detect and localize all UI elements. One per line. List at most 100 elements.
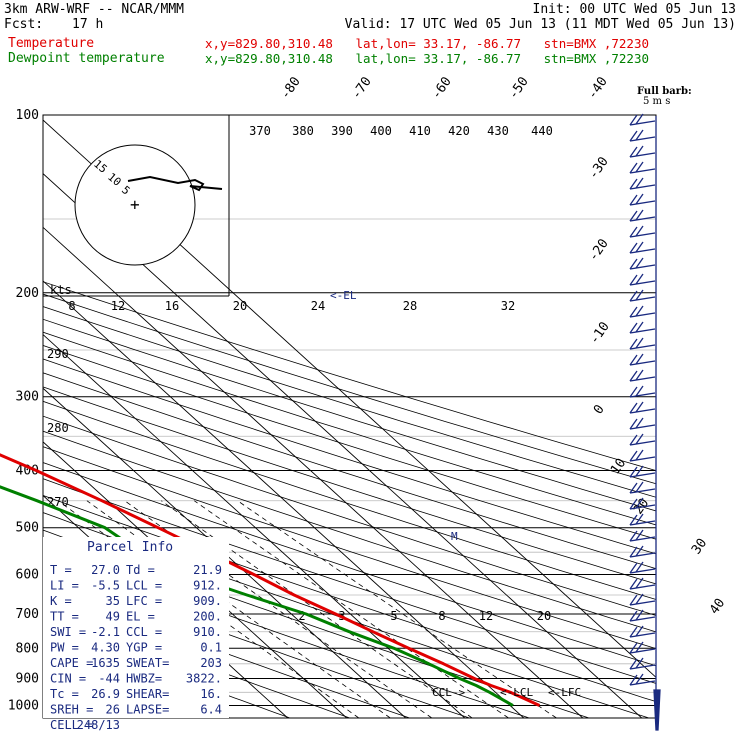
wind-barb [629, 465, 656, 478]
hodograph-center: + [130, 195, 140, 214]
isotherm-line [43, 441, 348, 718]
mixing-ratio-line [193, 500, 509, 718]
dry-adiabat [43, 306, 656, 498]
parcel-label: CAPE = [50, 656, 93, 670]
wind-barb [629, 529, 656, 542]
parcel-label: CCL = [126, 625, 162, 639]
theta-label: 370 [249, 124, 271, 138]
lcl-marker: <-LCL [500, 686, 533, 699]
wind-barb [629, 673, 656, 686]
marker-m: M [451, 530, 458, 543]
wind-scale-unit: 5 m s [643, 96, 670, 107]
dry-adiabat [43, 446, 656, 650]
speed-label: 8 [68, 299, 75, 313]
parcel-value: 909. [193, 594, 222, 608]
lfc-marker: <-LFC [548, 686, 581, 699]
isotherm-line [43, 226, 584, 718]
wind-barb [629, 449, 656, 462]
speed-label: 28 [403, 299, 417, 313]
isotherm-label: 30 [689, 536, 710, 557]
speed-label: 32 [501, 299, 515, 313]
parcel-label: LCL = [126, 579, 162, 593]
pressure-label: 600 [16, 567, 39, 582]
theta-label: 440 [531, 124, 553, 138]
series-line [0, 453, 541, 707]
dry-adiabat [43, 345, 656, 540]
surface-wind [653, 689, 661, 731]
fcst-label: Fcst: [4, 17, 44, 32]
parcel-info-panel [43, 537, 229, 718]
isotherm-label: 40 [707, 596, 728, 617]
wind-scale-label: Full barb: [637, 86, 692, 97]
pressure-label: 800 [16, 641, 39, 656]
parcel-value: 26.9 [91, 687, 120, 701]
parcel-value: 3822. [186, 672, 222, 686]
dry-adiabat [43, 293, 656, 485]
el-marker: <-EL [330, 289, 357, 302]
speed-label: 12 [111, 299, 125, 313]
parcel-value: 910. [193, 625, 222, 639]
dry-adiabat [43, 415, 656, 616]
mixing-ratio-label: 20 [537, 609, 551, 623]
mixing-ratio-line [161, 500, 473, 718]
pressure-label: 900 [16, 671, 39, 686]
wind-barb [629, 401, 656, 414]
parcel-label: SHEAR= [126, 687, 169, 701]
wind-barb [629, 545, 656, 558]
hodograph-trace [127, 175, 223, 192]
isotherm-label: -30 [586, 154, 612, 182]
valid-time: Valid: 17 UTC Wed 05 Jun 13 (11 MDT Wed … [344, 17, 736, 32]
wind-barb [629, 513, 656, 526]
wind-barb [629, 241, 656, 254]
wind-barb [629, 641, 656, 654]
parcel-label: SREH = [50, 703, 93, 717]
parcel-value: 248/13 [77, 718, 120, 732]
wind-barb [629, 161, 656, 174]
parcel-value: 21.9 [193, 563, 222, 577]
parcel-label: K = [50, 594, 72, 608]
theta-label: 290 [47, 347, 69, 361]
pressure-label: 300 [16, 390, 39, 405]
mixing-ratio-label: 12 [479, 609, 493, 623]
parcel-label: Td = [126, 563, 155, 577]
parcel-label: PW = [50, 641, 79, 655]
mixing-ratio-line [86, 500, 391, 718]
parcel-value: 6.4 [200, 703, 222, 717]
wind-barb [629, 273, 656, 286]
theta-label: 280 [47, 421, 69, 435]
wind-barb [629, 289, 656, 302]
legend-temperature: Temperature [8, 36, 95, 51]
speed-label: 24 [311, 299, 325, 313]
dry-adiabat [43, 605, 350, 718]
parcel-value: 912. [193, 579, 222, 593]
ccl-marker: CCL-> [432, 686, 465, 699]
dry-adiabat [43, 281, 656, 472]
parcel-label: YGP = [126, 641, 162, 655]
isotherm-label: 10 [608, 456, 629, 477]
wind-barb [629, 625, 656, 638]
speed-label: 16 [165, 299, 179, 313]
parcel-value: 4.30 [91, 641, 120, 655]
wind-barb [629, 577, 656, 590]
pressure-label: 100 [16, 108, 39, 123]
isotherm-line [43, 387, 407, 718]
isotherm-label: -60 [429, 74, 455, 102]
parcel-value: 1635 [91, 656, 120, 670]
legend-dewpoint: Dewpoint temperature [8, 51, 165, 66]
wind-barb [629, 561, 656, 574]
parcel-value: 49 [106, 610, 120, 624]
dry-adiabat [43, 462, 656, 667]
parcel-value: 26 [106, 703, 120, 717]
dry-adiabat [43, 495, 656, 703]
wind-barb [629, 145, 656, 158]
isotherm-line [43, 333, 466, 718]
wind-barb [629, 209, 656, 222]
wind-barb [629, 321, 656, 334]
dry-adiabat [43, 430, 656, 633]
dry-adiabat [43, 386, 656, 585]
parcel-label: LI = [50, 579, 79, 593]
isotherm-line [43, 280, 525, 718]
parcel-label: SWI = [50, 625, 86, 639]
theta-label: 410 [409, 124, 431, 138]
